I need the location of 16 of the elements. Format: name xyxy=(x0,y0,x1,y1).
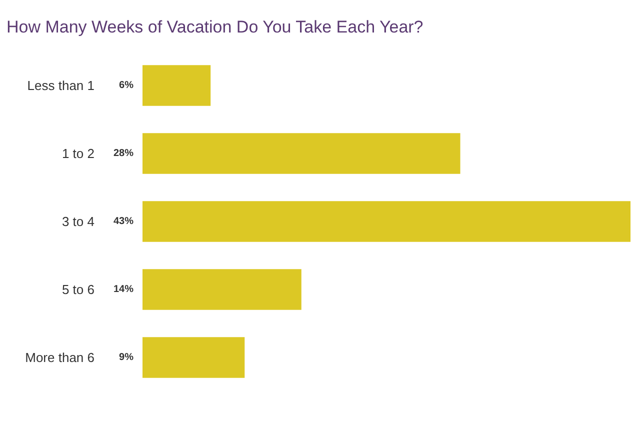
bar xyxy=(142,65,211,106)
y-tick-label: More than 6 xyxy=(25,350,94,365)
data-label: 43% xyxy=(113,216,134,227)
data-label: 14% xyxy=(113,284,134,295)
y-tick-label: 1 to 2 xyxy=(62,146,95,161)
data-label: 28% xyxy=(113,148,134,159)
data-label: 9% xyxy=(119,352,134,363)
bar xyxy=(142,269,302,310)
bar xyxy=(142,201,630,242)
chart-title: How Many Weeks of Vacation Do You Take Each Year? xyxy=(6,18,424,36)
data-label: 6% xyxy=(119,80,134,91)
y-tick-label: 5 to 6 xyxy=(62,282,95,297)
bar xyxy=(142,133,460,174)
bar xyxy=(142,337,245,378)
y-tick-label: Less than 1 xyxy=(27,78,95,93)
y-tick-label: 3 to 4 xyxy=(62,214,95,229)
